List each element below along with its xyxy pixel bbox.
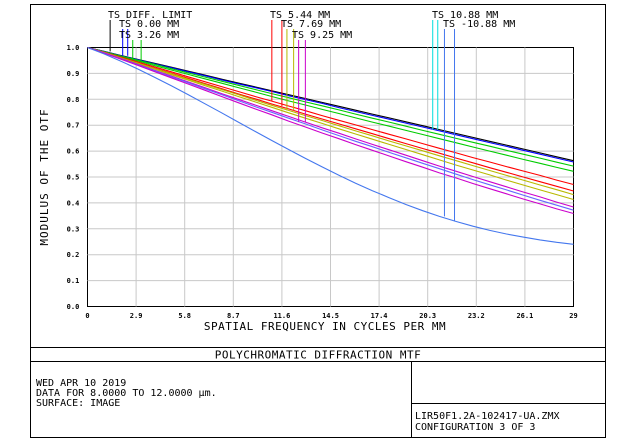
y-tick-label: 0.6 — [67, 148, 80, 156]
x-tick-label: 11.6 — [273, 312, 290, 320]
legend-label: TS 10.88 MM — [432, 10, 498, 21]
legend-label: TS -10.88 MM — [443, 19, 515, 30]
footer-surface: SURFACE: IMAGE — [36, 398, 120, 409]
x-tick-label: 17.4 — [371, 312, 388, 320]
mtf-curve — [87, 46, 574, 167]
mtf-curve — [87, 46, 574, 201]
mtf-curve — [87, 46, 574, 186]
y-tick-label: 0.4 — [67, 199, 80, 207]
y-tick-label: 1.0 — [67, 44, 80, 52]
y-axis-label: MODULUS OF THE OTF — [38, 108, 51, 245]
footer-data-range: DATA FOR 8.0000 TO 12.0000 µm. — [36, 388, 217, 399]
chart-title: POLYCHROMATIC DIFFRACTION MTF — [215, 349, 422, 362]
x-tick-label: 23.2 — [468, 312, 485, 320]
mtf-curve — [87, 46, 574, 211]
legend-label: TS 0.00 MM — [119, 19, 179, 30]
footer-file-name: LIR50F1.2A-102417-UA.ZMX — [415, 411, 560, 422]
y-tick-label: 0.5 — [67, 174, 80, 182]
y-tick-labels: 0.0 0.1 0.2 0.3 0.4 0.5 0.6 0.7 0.8 0.9 1.0 — [67, 44, 80, 311]
y-tick-label: 0.2 — [67, 251, 80, 259]
x-axis-label: SPATIAL FREQUENCY IN CYCLES PER MM — [204, 320, 446, 333]
mtf-curve — [87, 46, 574, 196]
mtf-curve — [87, 46, 574, 172]
y-tick-label: 0.8 — [67, 96, 80, 104]
legend-label: TS 3.26 MM — [119, 30, 179, 41]
x-tick-label: 26.1 — [516, 312, 533, 320]
x-tick-label: 8.7 — [227, 312, 240, 320]
y-tick-label: 0.7 — [67, 122, 80, 130]
mtf-curve — [87, 46, 574, 163]
x-tick-label: 0 — [85, 312, 89, 320]
legend-label: TS 5.44 MM — [270, 10, 330, 21]
mtf-curve — [87, 46, 574, 245]
legend-label: TS 7.69 MM — [281, 19, 341, 30]
footer-configuration: CONFIGURATION 3 OF 3 — [415, 422, 535, 433]
mtf-curves — [87, 46, 574, 245]
x-tick-label: 2.9 — [130, 312, 143, 320]
footer-date: WED APR 10 2019 — [36, 378, 126, 389]
figure-border — [30, 4, 606, 438]
legend-markers — [109, 20, 456, 222]
mtf-curve — [87, 46, 574, 192]
y-tick-label: 0.0 — [67, 303, 80, 311]
x-tick-label: 5.8 — [178, 312, 191, 320]
grid-lines — [87, 47, 574, 307]
mtf-curve — [87, 46, 574, 208]
x-tick-labels: 0 2.9 5.8 8.7 11.6 14.5 17.4 20.3 23.2 26.1 29 — [85, 312, 577, 320]
legend-label: TS 9.25 MM — [292, 30, 352, 41]
legend-label: TS DIFF. LIMIT — [108, 10, 192, 21]
mtf-curve — [87, 46, 574, 215]
y-tick-label: 0.9 — [67, 70, 80, 78]
x-tick-label: 14.5 — [322, 312, 339, 320]
x-tick-label: 20.3 — [419, 312, 436, 320]
y-tick-label: 0.1 — [67, 277, 80, 285]
y-tick-label: 0.3 — [67, 225, 80, 233]
x-tick-label: 29 — [569, 312, 577, 320]
